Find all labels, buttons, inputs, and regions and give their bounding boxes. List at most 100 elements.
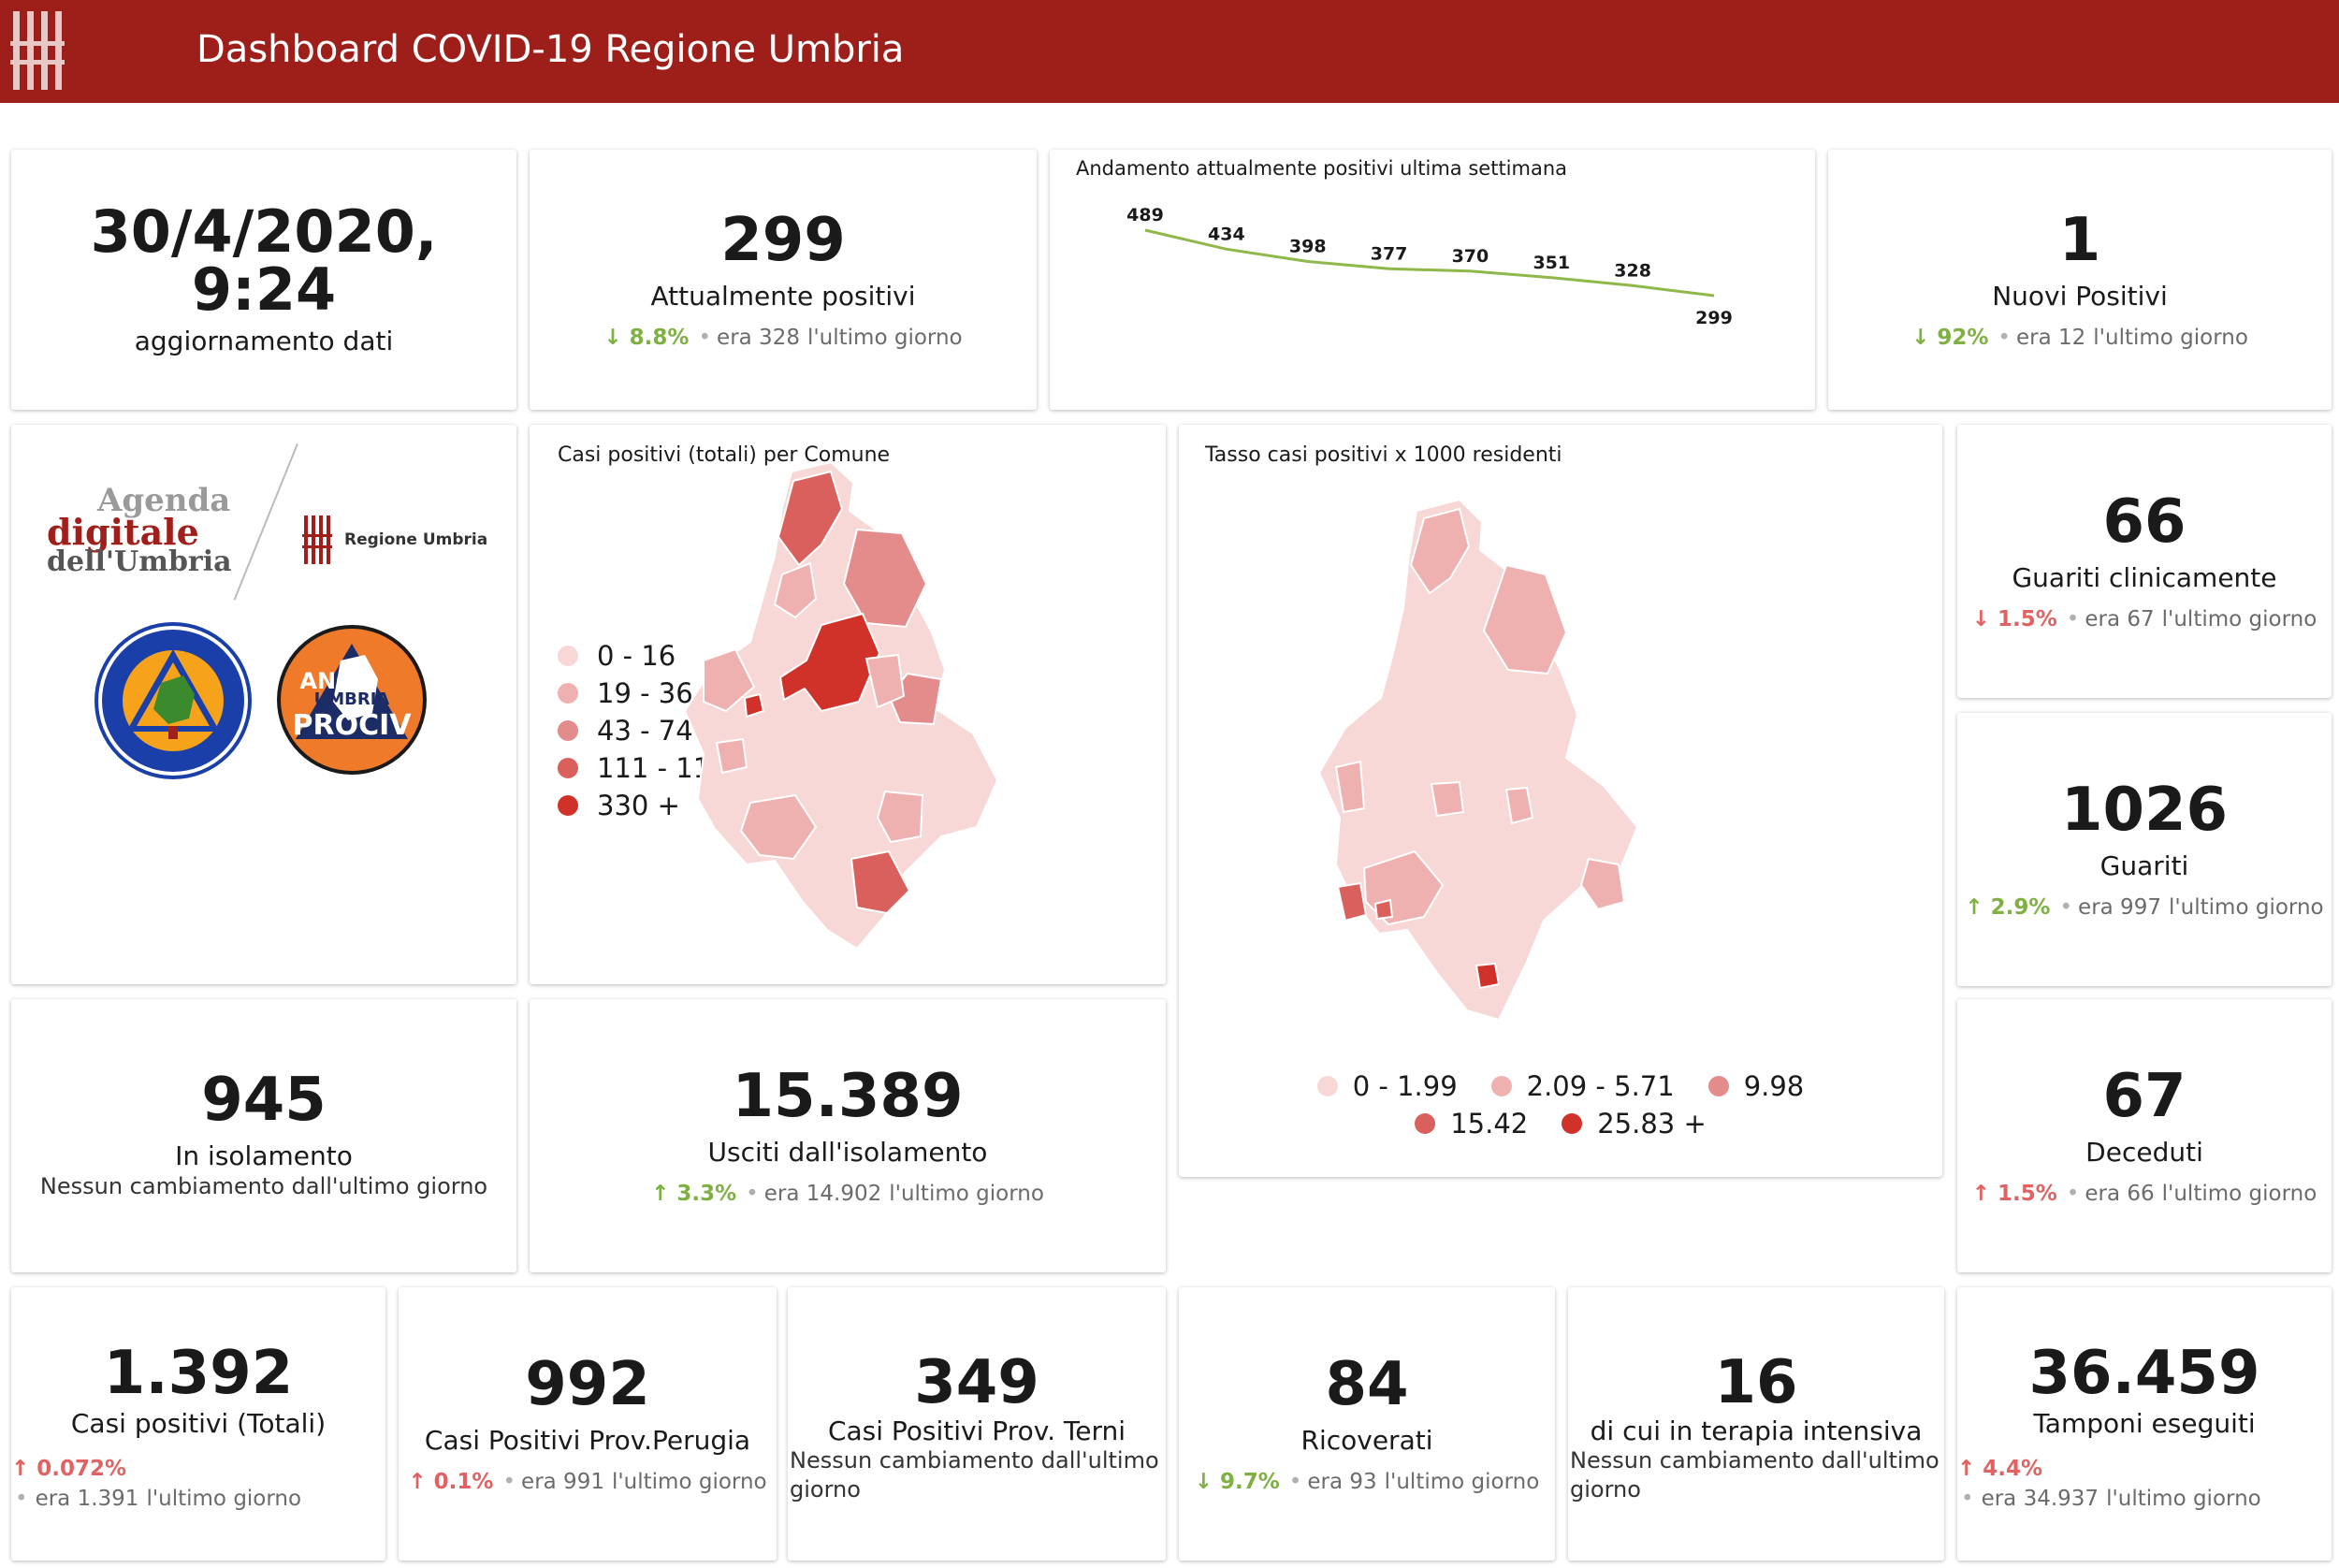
deceduti-label: Deceduti <box>2085 1136 2203 1168</box>
legend-item[interactable]: 9.98 <box>1707 1070 1805 1102</box>
casi-totali-card[interactable]: 1.392 Casi positivi (Totali) ↑ 0.072% • er… <box>11 1287 385 1561</box>
trend-data-label: 398 <box>1289 237 1327 257</box>
agenda-digitale-logo: Agenda digitale dell'Umbria <box>47 482 232 579</box>
arrow-down-icon: ↓ <box>1911 325 1930 350</box>
legend-label: 25.83 + <box>1597 1108 1707 1140</box>
regione-umbria-emblem-icon <box>302 515 332 564</box>
map-comune-card[interactable]: Casi positivi (totali) per Comune 0 - 16… <box>530 425 1166 984</box>
legend-item[interactable]: 19 - 36 <box>558 677 728 709</box>
legend-item[interactable]: 0 - 1.99 <box>1316 1070 1458 1102</box>
guariti-clinicamente-value: 66 <box>2102 486 2186 557</box>
legend-swatch-icon <box>1415 1113 1436 1134</box>
attualmente-positivi-card[interactable]: 299 Attualmente positivi ↓ 8.8% • era 328 l'… <box>530 150 1037 410</box>
guariti-value: 1026 <box>2060 775 2229 845</box>
legend-swatch-icon <box>1490 1076 1512 1096</box>
umbria-comune-choropleth-map[interactable] <box>530 425 1166 984</box>
separator-dot: • <box>1998 325 2011 350</box>
legend-item[interactable]: 330 + <box>558 790 728 821</box>
perugia-delta: ↑ 0.1% • era 991 l'ultimo giorno <box>408 1469 767 1494</box>
isolamento-card[interactable]: 945 In isolamento Nessun cambiamento dal… <box>11 999 516 1272</box>
casi-totali-value: 1.392 <box>103 1339 294 1408</box>
separator-dot: • <box>2066 606 2080 632</box>
guariti-delta: ↑ 2.9% • era 997 l'ultimo giorno <box>1965 894 2324 920</box>
legend-label: 2.09 - 5.71 <box>1526 1070 1675 1102</box>
map-tasso-card[interactable]: Tasso casi positivi x 1000 residenti 0 -… <box>1179 425 1942 1177</box>
guariti-clinicamente-card[interactable]: 66 Guariti clinicamente ↓ 1.5% • era 67 l'ul… <box>1957 425 2332 698</box>
update-datetime: 30/4/2020, 9:24 <box>90 196 438 324</box>
legend-label: 15.42 <box>1450 1108 1529 1140</box>
legend-item[interactable]: 43 - 74 <box>558 715 728 747</box>
attualmente-positivi-delta: ↓ 8.8% • era 328 l'ultimo giorno <box>603 325 963 350</box>
trend-chart-title: Andamento attualmente positivi ultima se… <box>1076 157 1568 180</box>
arrow-down-icon: ↓ <box>1194 1469 1213 1494</box>
arrow-up-icon: ↑ <box>651 1181 670 1206</box>
terapia-value: 16 <box>1714 1348 1798 1417</box>
arrow-up-icon: ↑ <box>1965 894 1983 920</box>
update-card: 30/4/2020, 9:24 aggiornamento dati <box>11 150 516 410</box>
nuovi-positivi-card[interactable]: 1 Nuovi Positivi ↓ 92% • era 12 l'ultimo gio… <box>1828 150 2332 410</box>
terapia-note: Nessun cambiamento dall'ultimo giorno <box>1570 1447 1939 1503</box>
guariti-clinicamente-label: Guariti clinicamente <box>2012 561 2277 593</box>
legend-swatch-icon <box>558 646 578 666</box>
usciti-card[interactable]: 15.389 Usciti dall'isolamento ↑ 3.3% • era … <box>530 999 1166 1272</box>
legend-label: 43 - 74 <box>597 715 693 747</box>
perugia-card[interactable]: 992 Casi Positivi Prov.Perugia ↑ 0.1% • era… <box>399 1287 777 1561</box>
protezione-civile-logo-icon <box>94 622 252 779</box>
separator-dot: • <box>15 1487 28 1512</box>
arrow-down-icon: ↓ <box>1971 606 1990 632</box>
tamponi-card[interactable]: 36.459 Tamponi eseguiti ↑ 4.4% • era 34.93… <box>1957 1287 2332 1561</box>
separator-dot: • <box>2066 1181 2080 1206</box>
trend-data-label: 328 <box>1614 260 1651 281</box>
separator-dot: • <box>746 1181 759 1206</box>
trend-series-line <box>1144 228 1715 298</box>
attualmente-positivi-label: Attualmente positivi <box>650 280 916 312</box>
casi-totali-label: Casi positivi (Totali) <box>70 1408 327 1439</box>
legend-swatch-icon <box>1562 1113 1583 1134</box>
deceduti-value: 67 <box>2102 1061 2186 1131</box>
casi-totali-delta: ↑ 0.072% • era 1.391 l'ultimo giorno <box>11 1457 302 1512</box>
tamponi-delta: ↑ 4.4% • era 34.937 l'ultimo giorno <box>1957 1457 2261 1512</box>
map-comune-title: Casi positivi (totali) per Comune <box>558 443 891 467</box>
trend-data-label: 370 <box>1452 246 1489 267</box>
terni-card[interactable]: 349 Casi Positivi Prov. Terni Nessun cam… <box>788 1287 1166 1561</box>
guariti-card[interactable]: 1026 Guariti ↑ 2.9% • era 997 l'ultimo giorn… <box>1957 713 2332 986</box>
terapia-card[interactable]: 16 di cui in terapia intensiva Nessun ca… <box>1568 1287 1944 1561</box>
regione-umbria-logo: Regione Umbria <box>301 514 487 566</box>
legend-item[interactable]: 25.83 + <box>1562 1108 1707 1140</box>
legend-item[interactable]: 0 - 16 <box>558 640 728 672</box>
legend-label: 0 - 16 <box>597 640 676 672</box>
legend-label: 9.98 <box>1743 1070 1805 1102</box>
trend-data-label: 299 <box>1695 308 1733 328</box>
trend-data-label: 351 <box>1533 253 1570 273</box>
arrow-up-icon: ↑ <box>408 1469 427 1494</box>
arrow-up-icon: ↑ <box>1971 1181 1990 1206</box>
legend-item[interactable]: 15.42 <box>1415 1108 1528 1140</box>
terni-label: Casi Positivi Prov. Terni <box>827 1416 1126 1446</box>
trend-data-label: 377 <box>1371 243 1408 264</box>
arrow-up-icon: ↑ <box>1957 1457 1976 1481</box>
separator-dot: • <box>1961 1487 1974 1512</box>
anci-logo-text: ANCI UMBRIA PROCIV <box>292 668 412 743</box>
dashboard-title: Dashboard COVID-19 Regione Umbria <box>196 28 905 71</box>
isolamento-value: 945 <box>201 1065 327 1135</box>
guariti-label: Guariti <box>2099 849 2189 881</box>
trend-chart-card[interactable]: Andamento attualmente positivi ultima se… <box>1050 150 1815 410</box>
legend-label: 0 - 1.99 <box>1352 1070 1458 1102</box>
separator-dot: • <box>698 325 712 350</box>
usciti-label: Usciti dall'isolamento <box>707 1136 988 1168</box>
deceduti-delta: ↑ 1.5% • era 66 l'ultimo giorno <box>1971 1181 2317 1206</box>
ricoverati-card[interactable]: 84 Ricoverati ↓ 9.7% • era 93 l'ultimo giorn… <box>1179 1287 1555 1561</box>
legend-item[interactable]: 2.09 - 5.71 <box>1490 1070 1675 1102</box>
guariti-clinicamente-delta: ↓ 1.5% • era 67 l'ultimo giorno <box>1971 606 2317 632</box>
update-label: aggiornamento dati <box>134 325 394 356</box>
separator-dot: • <box>2059 894 2073 920</box>
legend-swatch-icon <box>558 795 578 816</box>
umbria-tasso-choropleth-map[interactable] <box>1179 425 1942 1177</box>
ricoverati-value: 84 <box>1325 1349 1409 1419</box>
anci-umbria-prociv-logo-icon <box>277 625 427 775</box>
legend-swatch-icon <box>1707 1076 1729 1096</box>
legend-swatch-icon <box>558 758 578 778</box>
deceduti-card[interactable]: 67 Deceduti ↑ 1.5% • era 66 l'ultimo giorno <box>1957 999 2332 1272</box>
nuovi-positivi-value: 1 <box>2058 205 2101 275</box>
legend-swatch-icon <box>1316 1076 1338 1096</box>
